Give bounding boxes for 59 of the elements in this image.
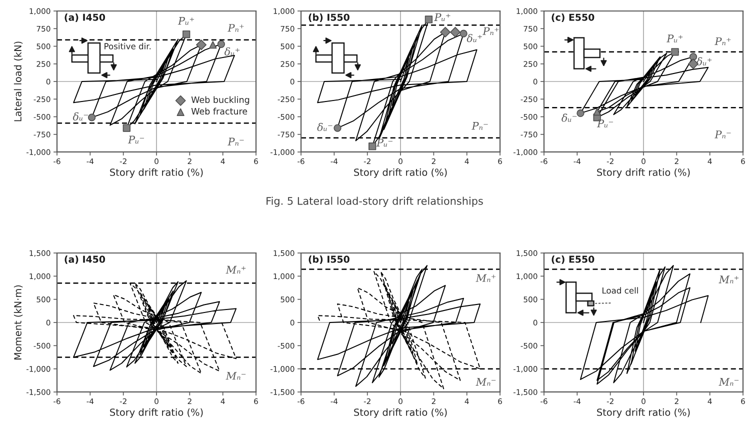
point: [182, 30, 190, 38]
annotation: Load cell: [602, 287, 638, 294]
annotation: Pᵤ⁺: [434, 13, 450, 22]
legend-label: Web buckling: [191, 96, 250, 105]
ref-line-label: Mₙ⁺: [226, 266, 246, 274]
annotation: δᵤ⁺: [696, 57, 712, 66]
annotation: δᵤ⁻: [317, 122, 332, 132]
x-axis-title: Story drift ratio (%): [597, 168, 690, 178]
point: [450, 26, 460, 38]
point: [196, 40, 207, 50]
legend-label: Web fracture: [191, 108, 248, 115]
point: [209, 41, 217, 49]
point: [368, 142, 376, 150]
ref-line-label: Pₙ⁻: [472, 122, 488, 130]
ref-line-label: Pₙ⁺: [482, 27, 499, 35]
annotation: δᵤ⁺: [466, 34, 482, 42]
annotation: δᵤ⁻: [562, 114, 577, 122]
x-axis-title: Story drift ratio (%): [597, 408, 690, 418]
annotation: δᵤ⁻: [72, 112, 88, 120]
chart-title: (b) I550: [308, 14, 350, 22]
point: [593, 108, 601, 116]
point: [576, 109, 584, 118]
ref-line-label: Mₙ⁻: [718, 378, 739, 386]
annotation: Pᵤ⁻: [596, 120, 614, 128]
point: [334, 124, 342, 132]
ref-line-label: Mₙ⁻: [476, 378, 496, 386]
chart-title: (c) E550: [552, 256, 594, 264]
point: [440, 26, 451, 38]
annotation: Pᵤ⁺: [178, 17, 194, 25]
annotation: δᵤ⁺: [224, 47, 240, 56]
ref-line-label: Pₙ⁻: [228, 138, 244, 146]
x-axis-title: Story drift ratio (%): [354, 408, 447, 418]
ref-line-label: Pₙ⁺: [228, 24, 244, 32]
ref-line-label: Mₙ⁺: [718, 276, 739, 284]
ref-line-label: Mₙ⁺: [476, 274, 496, 282]
chart-title: (a) I450: [64, 256, 106, 264]
point: [88, 114, 96, 122]
point: [671, 48, 679, 56]
ref-line-label: Mₙ⁻: [226, 372, 246, 380]
point: [460, 30, 468, 38]
x-axis-title: Story drift ratio (%): [354, 168, 447, 178]
annotation: Pᵤ⁻: [376, 138, 392, 147]
annotation: Pᵤ⁺: [666, 34, 683, 42]
y-axis-title: Lateral load (kN): [14, 42, 23, 122]
x-axis-title: Story drift ratio (%): [110, 168, 203, 178]
chart-title: (a) I450: [64, 14, 106, 22]
ref-line-label: Pₙ⁺: [714, 37, 731, 46]
annotation: Positive dir.: [104, 42, 151, 50]
caption: Fig. 5 Lateral load-story drift relationships: [266, 196, 483, 207]
point: [122, 124, 130, 132]
point: [424, 16, 433, 24]
point: [217, 40, 226, 48]
annotation: Pᵤ⁻: [128, 136, 144, 144]
ref-line-label: Pₙ⁻: [714, 130, 731, 138]
chart-title: (b) I550: [308, 256, 350, 264]
chart-title: (c) E550: [552, 14, 594, 22]
x-axis-title: Story drift ratio (%): [110, 408, 203, 418]
y-axis-title: Moment (kN·m): [14, 285, 23, 360]
point: [689, 53, 698, 61]
